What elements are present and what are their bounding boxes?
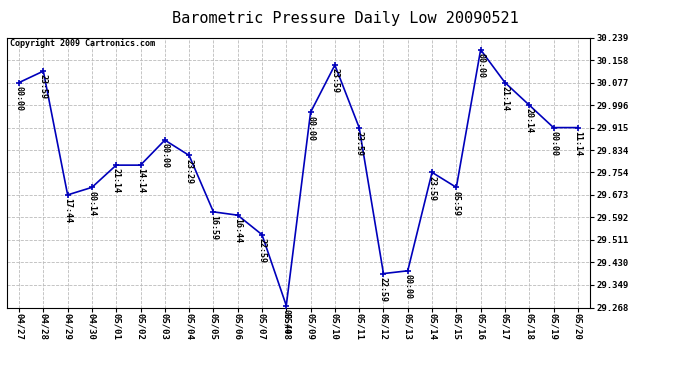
Text: 11:14: 11:14 [573, 131, 582, 156]
Text: 16:44: 16:44 [233, 218, 242, 243]
Text: 00:00: 00:00 [160, 143, 169, 168]
Text: 00:00: 00:00 [403, 274, 412, 299]
Text: 00:00: 00:00 [306, 116, 315, 141]
Text: 05:44: 05:44 [282, 309, 290, 334]
Text: 23:59: 23:59 [331, 68, 339, 93]
Text: 00:00: 00:00 [549, 131, 558, 156]
Text: 21:14: 21:14 [112, 168, 121, 194]
Text: 23:29: 23:29 [185, 159, 194, 184]
Text: 17:44: 17:44 [63, 198, 72, 223]
Text: Copyright 2009 Cartronics.com: Copyright 2009 Cartronics.com [10, 39, 155, 48]
Text: 05:59: 05:59 [452, 190, 461, 216]
Text: 22:59: 22:59 [379, 277, 388, 302]
Text: 14:14: 14:14 [136, 168, 145, 194]
Text: 20:14: 20:14 [524, 108, 534, 133]
Text: 16:59: 16:59 [209, 215, 218, 240]
Text: 00:14: 00:14 [88, 190, 97, 216]
Text: 23:59: 23:59 [39, 74, 48, 99]
Text: 00:00: 00:00 [14, 86, 23, 111]
Text: 21:14: 21:14 [500, 86, 509, 111]
Text: 22:59: 22:59 [257, 238, 266, 263]
Text: 23:59: 23:59 [355, 131, 364, 156]
Text: 00:00: 00:00 [476, 53, 485, 78]
Text: 23:59: 23:59 [428, 176, 437, 201]
Text: Barometric Pressure Daily Low 20090521: Barometric Pressure Daily Low 20090521 [172, 11, 518, 26]
